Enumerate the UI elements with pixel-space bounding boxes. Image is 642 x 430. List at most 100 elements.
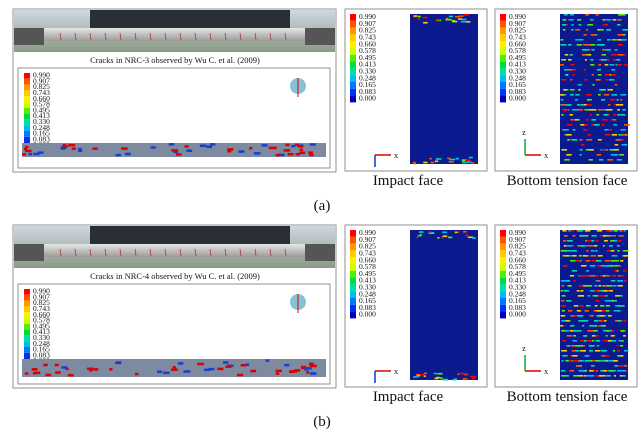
legend-label: 0.248 bbox=[33, 123, 50, 132]
contour-cell bbox=[571, 270, 578, 272]
contour-cell bbox=[624, 124, 630, 126]
contour-cell bbox=[588, 345, 595, 347]
sim-damage bbox=[78, 147, 82, 151]
contour-cell bbox=[448, 160, 454, 163]
contour-cell bbox=[615, 139, 622, 141]
photo-support bbox=[305, 244, 335, 261]
contour-cell bbox=[565, 109, 569, 111]
legend-label: 0.990 bbox=[359, 228, 376, 237]
axis-label: x bbox=[394, 366, 399, 376]
legend-label: 0.248 bbox=[509, 289, 526, 298]
view-caption: Bottom tension face bbox=[507, 173, 628, 189]
contour-cell bbox=[584, 79, 588, 81]
contour-cell bbox=[600, 370, 607, 372]
contour-cell bbox=[609, 64, 615, 66]
contour-cell bbox=[601, 325, 607, 327]
contour-cell bbox=[470, 375, 477, 378]
contour-cell bbox=[578, 285, 584, 287]
legend-label: 0.165 bbox=[359, 296, 376, 305]
contour-cell bbox=[587, 24, 593, 26]
contour-cell bbox=[586, 94, 592, 96]
contour-cell bbox=[463, 230, 467, 233]
sim-damage bbox=[92, 147, 98, 150]
legend-label: 0.413 bbox=[33, 327, 50, 336]
contour-cell bbox=[612, 360, 618, 362]
sim-damage bbox=[227, 149, 232, 153]
contour-cell bbox=[601, 275, 605, 277]
contour-cell bbox=[575, 29, 581, 31]
contour-cell bbox=[605, 335, 608, 337]
contour-cell bbox=[591, 49, 595, 51]
contour-cell bbox=[577, 104, 580, 106]
contour-cell bbox=[589, 265, 596, 267]
contour-cell bbox=[572, 355, 578, 357]
contour-cell bbox=[616, 270, 619, 272]
legend-label: 0.907 bbox=[33, 292, 50, 301]
legend-swatch bbox=[350, 291, 356, 298]
contour-cell bbox=[564, 54, 569, 56]
photo-crack bbox=[269, 248, 272, 257]
contour-cell bbox=[613, 300, 617, 302]
contour-cell bbox=[598, 64, 602, 66]
contour-cell bbox=[611, 94, 616, 96]
contour-cell bbox=[561, 350, 568, 352]
sim-damage bbox=[89, 369, 93, 372]
panel-label: (b) bbox=[313, 414, 331, 430]
legend-label: 0.000 bbox=[359, 94, 376, 103]
sim-damage bbox=[171, 149, 179, 152]
contour-cell bbox=[579, 305, 584, 307]
contour-cell bbox=[606, 250, 611, 252]
legend-label: 0.578 bbox=[359, 262, 376, 271]
contour-cell bbox=[608, 129, 613, 131]
contour-cell bbox=[564, 159, 570, 161]
axis-label: x bbox=[544, 366, 549, 376]
contour-cell bbox=[412, 376, 419, 378]
contour-cell bbox=[597, 255, 603, 257]
contour-cell bbox=[423, 21, 428, 24]
contour-cell bbox=[597, 265, 601, 267]
contour-cell bbox=[618, 275, 621, 277]
contour-cell bbox=[591, 260, 596, 262]
contour-cell bbox=[594, 350, 601, 352]
legend-swatch bbox=[500, 270, 506, 278]
legend-label: 0.413 bbox=[33, 111, 50, 120]
contour-cell bbox=[610, 260, 617, 262]
contour-cell bbox=[613, 124, 617, 126]
sim-damage bbox=[157, 370, 163, 374]
contour-cell bbox=[614, 49, 618, 51]
legend-label: 0.907 bbox=[33, 76, 50, 85]
contour-cell bbox=[575, 345, 581, 347]
contour-cell bbox=[560, 305, 566, 307]
contour-cell bbox=[465, 234, 469, 237]
contour-cell bbox=[578, 89, 581, 91]
legend-swatch bbox=[350, 277, 356, 285]
contour-cell bbox=[596, 79, 601, 81]
legend-swatch bbox=[24, 90, 30, 97]
photo-slab bbox=[18, 28, 332, 41]
sim-damage bbox=[295, 152, 301, 156]
legend-label: 0.330 bbox=[509, 67, 526, 76]
contour-cell bbox=[612, 119, 617, 121]
contour-cell bbox=[435, 19, 440, 21]
contour-cell bbox=[563, 89, 568, 91]
contour-cell bbox=[589, 109, 594, 111]
contour-cell bbox=[576, 315, 580, 317]
contour-cell bbox=[415, 373, 422, 376]
sim-damage bbox=[197, 362, 204, 366]
contour-cell bbox=[572, 340, 578, 342]
legend-swatch bbox=[350, 250, 356, 258]
contour-cell bbox=[611, 74, 617, 76]
sim-damage bbox=[288, 370, 295, 374]
contour-cell bbox=[611, 340, 617, 342]
legend-label: 0.495 bbox=[359, 269, 376, 278]
contour-cell bbox=[567, 300, 572, 302]
contour-cell bbox=[623, 255, 629, 257]
legend-swatch bbox=[350, 88, 356, 96]
sim-damage bbox=[22, 153, 27, 156]
sim-damage bbox=[294, 143, 300, 147]
legend-label: 0.578 bbox=[33, 316, 50, 325]
contour-cell bbox=[560, 94, 565, 96]
legend-swatch bbox=[350, 54, 356, 62]
contour-cell bbox=[600, 89, 606, 91]
contour-cell bbox=[572, 345, 576, 347]
